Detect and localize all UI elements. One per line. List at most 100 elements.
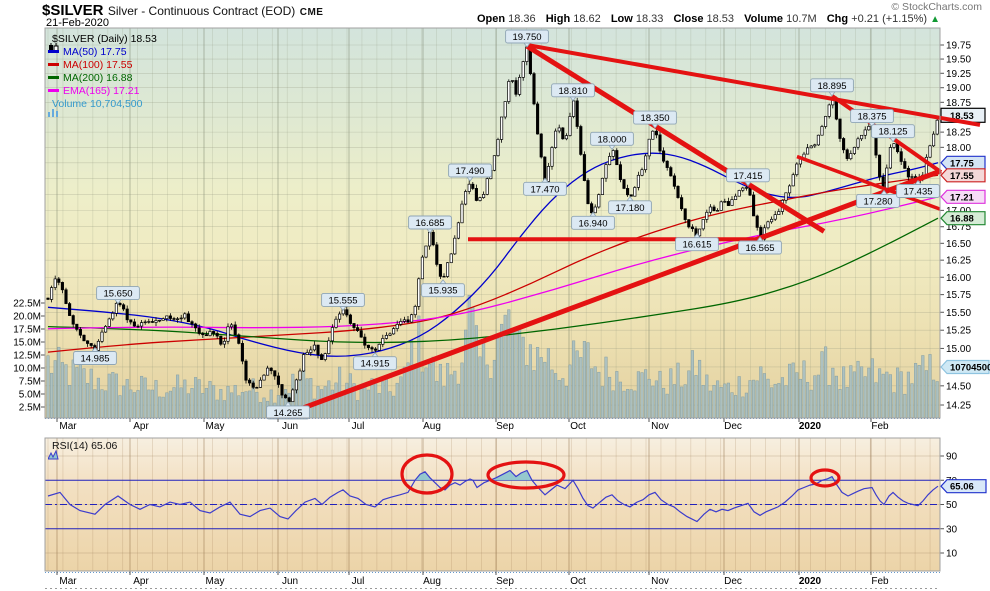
svg-text:18.125: 18.125 <box>878 127 907 138</box>
svg-text:Feb: Feb <box>871 421 889 432</box>
svg-text:18.375: 18.375 <box>857 112 886 123</box>
volume-label: Volume <box>744 13 784 25</box>
svg-text:17.415: 17.415 <box>733 171 762 182</box>
svg-text:16.50: 16.50 <box>946 239 971 250</box>
svg-text:90: 90 <box>946 452 958 463</box>
svg-text:16.25: 16.25 <box>946 256 971 267</box>
svg-text:17.490: 17.490 <box>455 166 484 177</box>
svg-text:15.650: 15.650 <box>103 289 132 300</box>
svg-text:16.615: 16.615 <box>682 240 711 251</box>
svg-text:18.00: 18.00 <box>946 143 971 154</box>
svg-text:17.55: 17.55 <box>950 171 974 182</box>
svg-text:14.915: 14.915 <box>360 359 389 370</box>
svg-text:Jul: Jul <box>352 576 365 587</box>
high-value: 18.62 <box>573 13 601 25</box>
legend-item-symbol: $SILVER (Daily) 18.53 <box>48 33 157 53</box>
svg-text:Jun: Jun <box>282 421 298 432</box>
ema165-line-icon <box>48 89 59 92</box>
stockcharts-copyright-link[interactable]: © StockCharts.com <box>891 1 982 13</box>
svg-text:20.0M: 20.0M <box>13 312 41 323</box>
svg-text:Oct: Oct <box>570 576 586 587</box>
svg-text:17.280: 17.280 <box>863 196 892 207</box>
svg-text:Oct: Oct <box>570 421 586 432</box>
svg-text:Sep: Sep <box>496 421 514 432</box>
chart-header: $SILVER Silver - Continuous Contract (EO… <box>42 2 323 20</box>
svg-text:Apr: Apr <box>133 576 149 587</box>
svg-text:18.25: 18.25 <box>946 128 971 139</box>
svg-text:17.5M: 17.5M <box>13 325 41 336</box>
quote-summary: Open 18.36 High 18.62 Low 18.33 Close 18… <box>470 13 940 25</box>
svg-text:Dec: Dec <box>724 421 742 432</box>
svg-text:10704500: 10704500 <box>950 363 990 374</box>
svg-text:17.470: 17.470 <box>530 184 559 195</box>
legend-item-ma50: MA(50) 17.75 <box>48 46 127 58</box>
main-price-chart[interactable]: 19.7519.5019.2519.0018.7518.2518.0017.00… <box>0 26 990 433</box>
svg-text:15.0M: 15.0M <box>13 338 41 349</box>
svg-text:10: 10 <box>946 549 958 560</box>
svg-text:17.435: 17.435 <box>903 187 932 198</box>
svg-text:7.5M: 7.5M <box>19 377 41 388</box>
svg-text:18.895: 18.895 <box>817 81 846 92</box>
svg-text:15.00: 15.00 <box>946 344 971 355</box>
open-value: 18.36 <box>508 13 536 25</box>
close-value: 18.53 <box>706 13 735 25</box>
svg-text:50: 50 <box>946 500 958 511</box>
svg-text:Jun: Jun <box>282 576 298 587</box>
exchange-label: CME <box>299 7 324 18</box>
svg-text:Nov: Nov <box>651 421 669 432</box>
svg-text:Dec: Dec <box>724 576 742 587</box>
svg-text:Aug: Aug <box>423 576 441 587</box>
svg-text:Nov: Nov <box>651 576 669 587</box>
svg-text:19.00: 19.00 <box>946 83 971 94</box>
svg-text:16.88: 16.88 <box>950 214 974 225</box>
chart-date: 21-Feb-2020 <box>46 17 109 29</box>
svg-text:14.985: 14.985 <box>80 354 109 365</box>
svg-text:14.265: 14.265 <box>273 408 302 419</box>
svg-text:2.5M: 2.5M <box>19 403 41 414</box>
legend-item-ma200: MA(200) 16.88 <box>48 72 132 84</box>
svg-text:May: May <box>206 576 225 587</box>
open-label: Open <box>476 13 506 25</box>
svg-text:2020: 2020 <box>799 421 822 432</box>
svg-text:Aug: Aug <box>423 421 441 432</box>
low-label: Low <box>610 13 633 25</box>
svg-text:14.25: 14.25 <box>946 401 971 412</box>
svg-text:2020: 2020 <box>799 576 822 587</box>
svg-text:Jul: Jul <box>352 421 365 432</box>
svg-text:18.000: 18.000 <box>597 134 626 145</box>
low-value: 18.33 <box>635 13 664 25</box>
svg-text:15.935: 15.935 <box>428 286 457 297</box>
svg-text:10.0M: 10.0M <box>13 364 41 375</box>
ma50-line-icon <box>48 50 59 53</box>
svg-text:19.75: 19.75 <box>946 41 971 52</box>
ma200-line-icon <box>48 76 59 79</box>
svg-text:17.180: 17.180 <box>615 203 644 214</box>
svg-text:Mar: Mar <box>59 576 77 587</box>
svg-text:15.555: 15.555 <box>328 295 357 306</box>
svg-text:18.53: 18.53 <box>950 111 974 122</box>
chart-title: Silver - Continuous Contract (EOD) <box>107 4 296 18</box>
rsi-legend: RSI(14) 65.06 <box>48 440 117 460</box>
svg-text:17.21: 17.21 <box>950 192 974 203</box>
change-value: +0.21 (+1.15%) <box>851 13 928 25</box>
close-label: Close <box>673 13 704 25</box>
svg-text:18.350: 18.350 <box>640 113 669 124</box>
svg-text:15.25: 15.25 <box>946 326 971 337</box>
svg-text:16.685: 16.685 <box>415 218 444 229</box>
svg-text:19.50: 19.50 <box>946 55 971 66</box>
svg-text:16.75: 16.75 <box>946 222 971 233</box>
rsi-indicator-panel[interactable]: 907050301065.06MarAprMayJunJulAugSepOctN… <box>0 433 990 591</box>
svg-text:15.75: 15.75 <box>946 290 971 301</box>
legend-item-ma100: MA(100) 17.55 <box>48 59 132 71</box>
high-label: High <box>545 13 571 25</box>
svg-text:14.50: 14.50 <box>946 381 971 392</box>
svg-text:30: 30 <box>946 524 958 535</box>
svg-text:22.5M: 22.5M <box>13 299 41 310</box>
svg-text:18.75: 18.75 <box>946 98 971 109</box>
svg-text:65.06: 65.06 <box>950 482 974 493</box>
change-up-arrow: ▲ <box>930 14 940 25</box>
change-label: Chg <box>826 13 849 25</box>
svg-text:5.0M: 5.0M <box>19 390 41 401</box>
svg-text:Feb: Feb <box>871 576 889 587</box>
